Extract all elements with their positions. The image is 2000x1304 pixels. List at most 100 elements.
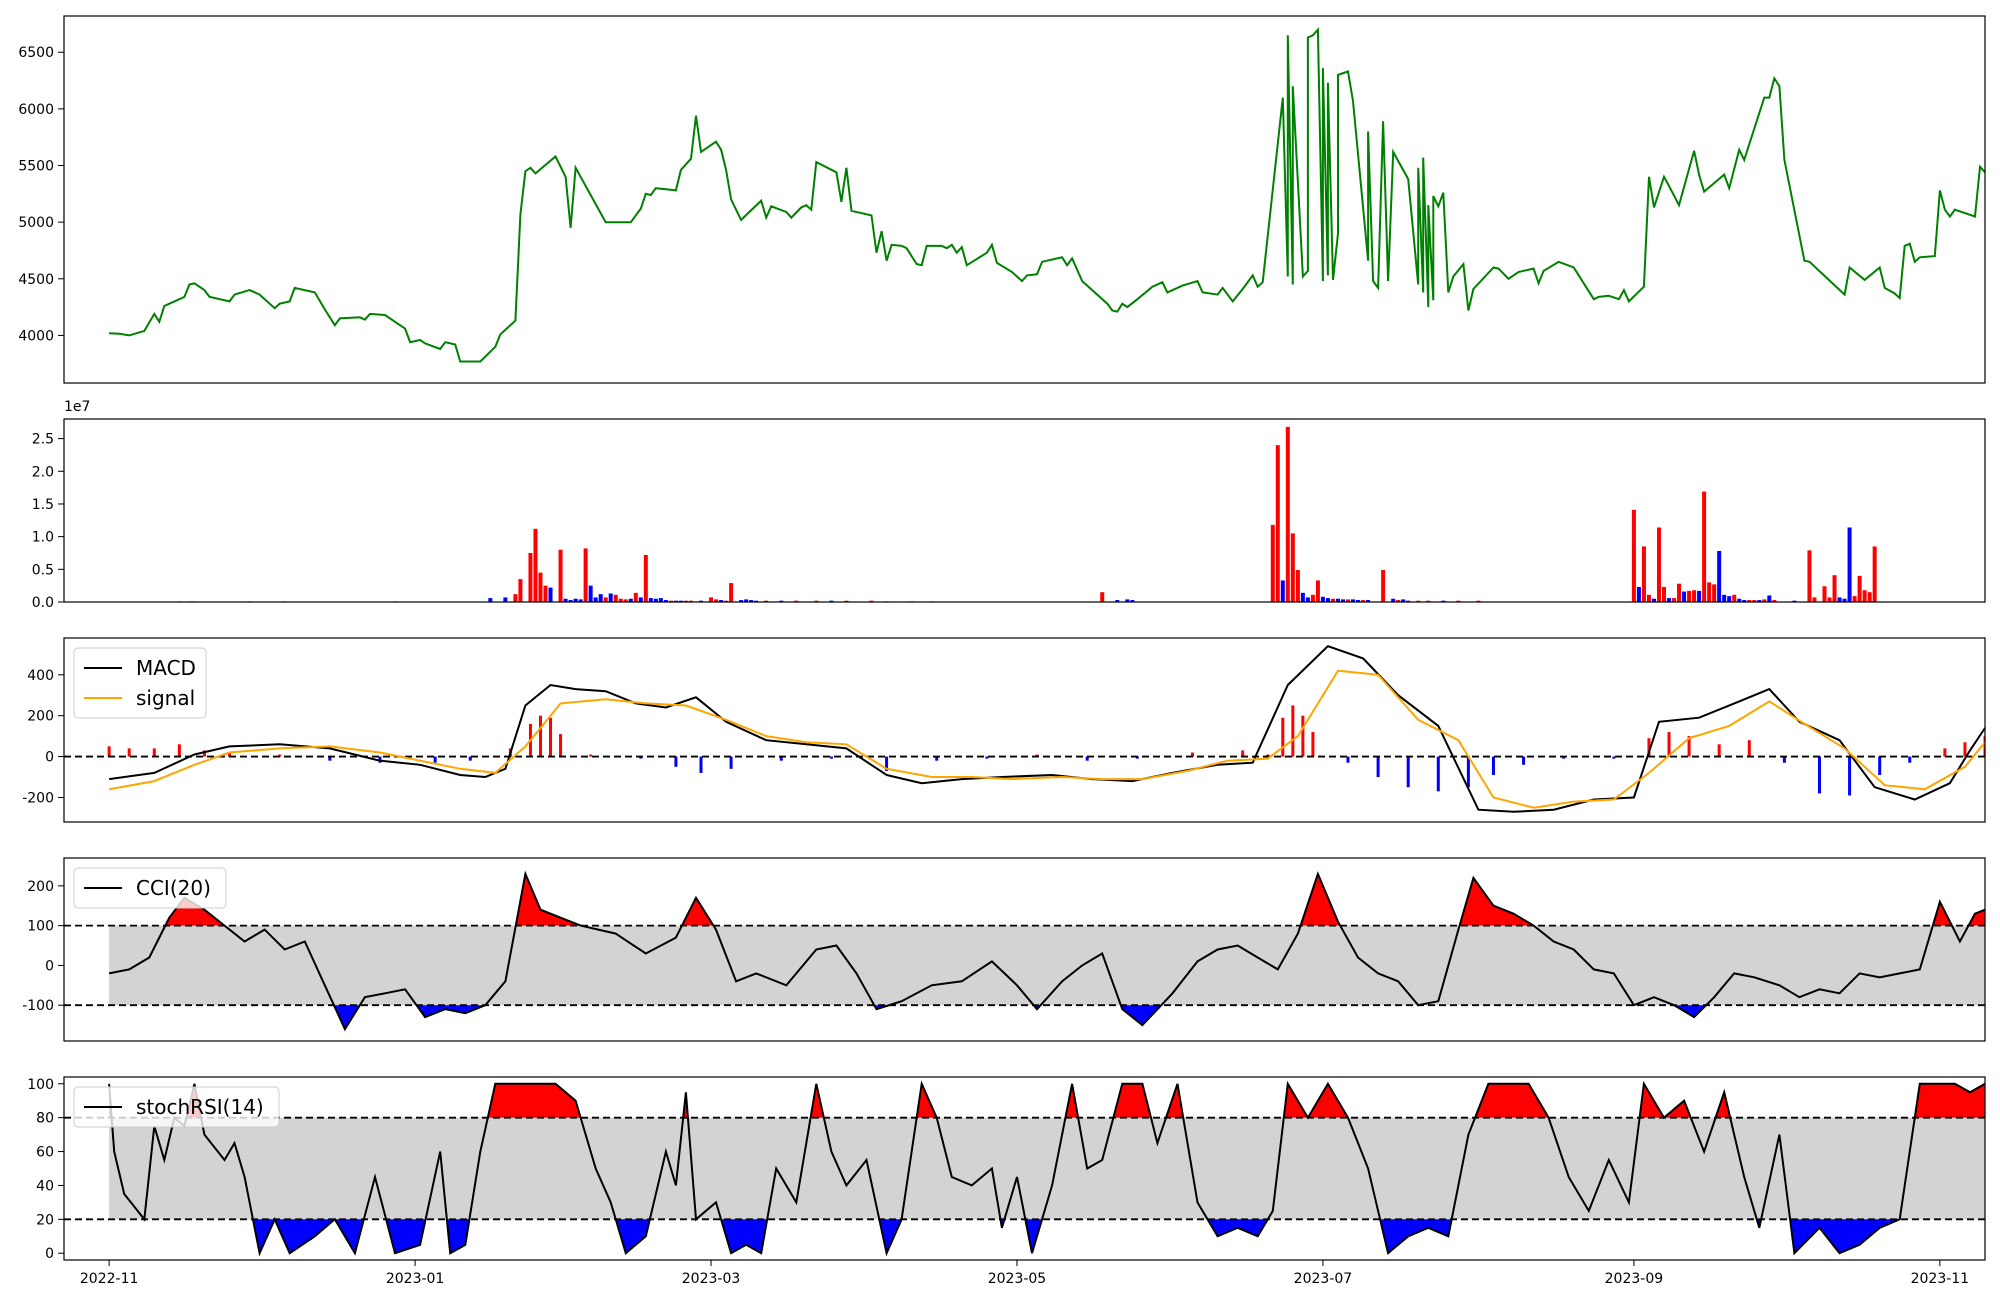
macd-hist-bar xyxy=(559,734,563,757)
volume-bar xyxy=(1305,597,1310,602)
volume-bar xyxy=(1636,586,1641,602)
volume-bar xyxy=(794,600,799,602)
macd-hist-bar xyxy=(549,717,553,757)
volume-bar xyxy=(1757,600,1762,602)
macd-hist-bar xyxy=(127,748,131,757)
volume-panel: 0.0 0.5 1.0 1.5 2.0 2.5 1e7 xyxy=(32,399,1986,611)
volume-bar xyxy=(1641,546,1646,602)
volume-bar xyxy=(1315,580,1320,602)
price-ytick-label: 4500 xyxy=(18,272,54,288)
macd-hist-bar xyxy=(1908,756,1912,763)
volume-bar xyxy=(1727,596,1732,602)
stochrsi-line xyxy=(108,1080,1985,1257)
volume-bar xyxy=(1707,582,1712,602)
volume-bar xyxy=(1320,596,1325,602)
volume-bar xyxy=(1100,592,1105,602)
macd-hist-bar xyxy=(468,756,472,761)
volume-bar xyxy=(1722,594,1727,602)
price-ytick-label: 5000 xyxy=(18,215,54,231)
volume-bar xyxy=(1631,509,1636,602)
x-tick-label: 2023-05 xyxy=(988,1271,1047,1287)
macd-hist-bar xyxy=(1963,742,1967,757)
cci-overbought-fill xyxy=(1300,873,1341,926)
macd-hist-bar xyxy=(1522,756,1526,765)
macd-hist-bar xyxy=(639,756,643,759)
cci-ytick-label: 0 xyxy=(45,958,54,974)
macd-panel: -200 0 200 400 MACD signal xyxy=(22,637,1986,823)
x-tick-label: 2023-11 xyxy=(1911,1271,1970,1287)
macd-hist-bar xyxy=(328,756,332,761)
cci-oversold-fill xyxy=(1674,1005,1707,1018)
cci-overbought-fill xyxy=(1932,901,1952,926)
volume-bar xyxy=(1697,590,1702,602)
volume-bar xyxy=(1872,546,1877,602)
volume-axes-frame xyxy=(63,418,1986,603)
volume-bar xyxy=(1827,597,1832,602)
volume-bar xyxy=(578,599,583,602)
stochrsi-overbought-fill xyxy=(1475,1083,1549,1118)
volume-bar xyxy=(1712,584,1717,602)
volume-bar xyxy=(1381,569,1386,602)
price-ytick-label: 4000 xyxy=(18,328,54,344)
volume-ytick-label: 1.0 xyxy=(32,530,54,546)
volume-bar xyxy=(1867,592,1872,602)
stochrsi-overbought-fill xyxy=(1715,1092,1731,1118)
volume-bar xyxy=(714,599,719,602)
macd-hist-bar xyxy=(1717,744,1721,757)
macd-axes-frame xyxy=(63,637,1986,823)
volume-bar xyxy=(613,594,618,602)
volume-bar xyxy=(593,597,598,602)
volume-bar xyxy=(608,593,613,602)
cci-legend-label: CCI(20) xyxy=(136,876,211,900)
macd-hist-bar xyxy=(985,756,989,759)
cci-ytick-label: 100 xyxy=(27,919,54,935)
macd-hist-bar xyxy=(935,756,939,761)
stochrsi-legend xyxy=(73,1086,280,1128)
volume-bar xyxy=(1325,598,1330,602)
volume-bar xyxy=(1406,600,1411,602)
volume-bar xyxy=(1822,586,1827,602)
volume-bar xyxy=(538,572,543,602)
macd-legend-label: MACD xyxy=(136,656,196,680)
macd-hist-bar xyxy=(1346,756,1350,763)
volume-bar xyxy=(558,549,563,602)
volume-bar xyxy=(1356,600,1361,602)
volume-bar xyxy=(1807,550,1812,602)
volume-bar xyxy=(1667,598,1672,602)
macd-hist-bar xyxy=(1466,756,1470,788)
stochrsi-legend-label: stochRSI(14) xyxy=(136,1095,264,1119)
volume-bar xyxy=(1310,594,1315,602)
volume-bar xyxy=(1330,598,1335,602)
volume-bar xyxy=(603,597,608,602)
volume-bar xyxy=(1651,598,1656,602)
volume-bar xyxy=(533,528,538,602)
volume-bar xyxy=(618,598,623,602)
cci-oversold-fill xyxy=(416,1005,486,1018)
macd-hist-bar xyxy=(699,756,703,773)
volume-bar xyxy=(668,600,673,602)
x-tick-label: 2023-07 xyxy=(1294,1271,1353,1287)
volume-bar xyxy=(638,597,643,602)
macd-hist-bar xyxy=(278,754,282,757)
price-panel: 4000 4500 5000 5500 6000 6500 xyxy=(18,15,1986,384)
macd-series-signal xyxy=(108,669,1985,809)
macd-hist-bar xyxy=(177,744,181,757)
stochrsi-overbought-fill xyxy=(1914,1083,1985,1118)
cci-line xyxy=(108,870,1985,1032)
volume-bar xyxy=(1717,551,1722,602)
volume-ytick-label: 2.5 xyxy=(32,432,54,448)
volume-bar xyxy=(648,598,653,602)
volume-bar xyxy=(1842,598,1847,602)
stochrsi-oversold-fill xyxy=(1790,1219,1900,1254)
macd-hist-bar xyxy=(1135,756,1139,759)
volume-bar xyxy=(528,552,533,602)
volume-bar xyxy=(623,599,628,602)
macd-hist-bar xyxy=(1281,717,1285,757)
volume-bar xyxy=(628,598,633,602)
volume-bar xyxy=(719,600,724,602)
stochrsi-ytick-label: 20 xyxy=(36,1212,54,1228)
volume-bar xyxy=(749,600,754,602)
volume-bar xyxy=(739,600,744,602)
stochrsi-ytick-label: 80 xyxy=(36,1111,54,1127)
